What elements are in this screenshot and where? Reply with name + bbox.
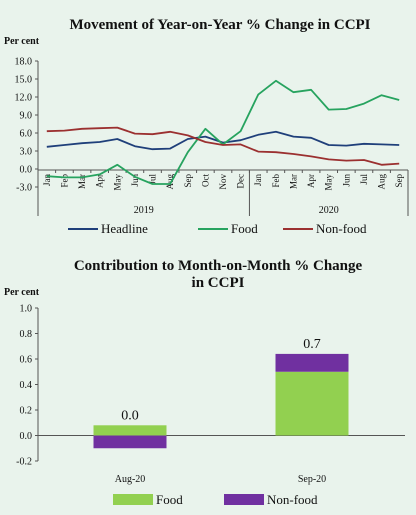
chart1-x-tick-label: Feb <box>59 174 69 188</box>
chart2-x-tick-label: Aug-20 <box>115 474 146 485</box>
chart1-year-labels: 2019 2020 <box>37 170 409 216</box>
chart2-y-ticks: 1.0 0.8 0.6 0.4 0.2 0.0 -0.2 <box>16 304 38 468</box>
chart2-legend-label: Non-food <box>267 492 318 507</box>
chart2-bars <box>93 353 349 449</box>
chart2-title-line1: Contribution to Month-on-Month % Change <box>74 258 363 274</box>
chart1-legend-label: Non-food <box>316 221 367 236</box>
chart1-x-tick-label: Aug <box>165 174 175 190</box>
chart2-y-tick-label: -0.2 <box>16 457 32 468</box>
chart1-x-tick-label: Apr <box>306 174 316 188</box>
chart2-total-label: 0.7 <box>303 337 321 352</box>
chart1-title: Movement of Year-on-Year % Change in CCP… <box>69 17 370 33</box>
chart1-y-tick-label: -3.0 <box>16 183 32 194</box>
chart1-x-tick-label: Feb <box>271 174 281 188</box>
chart2-y-tick-label: 0.8 <box>20 329 33 340</box>
chart2-bar-segment-non-food <box>275 353 349 372</box>
chart2-bar-segment-non-food <box>93 435 167 449</box>
chart1-y-tick-label: 3.0 <box>20 147 33 158</box>
chart1-y-tick-label: 9.0 <box>20 111 33 122</box>
chart1-x-tick-label: Jun <box>341 174 351 187</box>
chart2-y-tick-label: 0.0 <box>20 431 33 442</box>
chart2-y-axis-label: Per cent <box>4 287 40 298</box>
chart1-x-tick-label: Apr <box>95 174 105 188</box>
chart1-y-axis-label: Per cent <box>4 36 40 47</box>
chart1-x-tick-label: Aug <box>377 174 387 190</box>
chart1-series <box>46 79 400 185</box>
chart2-y-tick-label: 0.2 <box>20 406 33 417</box>
chart1-y-tick-label: 15.0 <box>15 75 33 86</box>
chart1-series-line-non-food <box>46 126 400 166</box>
chart2-axes <box>37 308 405 461</box>
chart2-y-tick-label: 1.0 <box>20 304 33 315</box>
chart2-bar-segment-food <box>93 425 167 436</box>
chart2-total-label: 0.0 <box>121 408 139 423</box>
chart1-x-tick-label: Nov <box>218 174 228 190</box>
chart1-y-tick-label: 0.0 <box>20 165 33 176</box>
chart1-y-tick-label: 12.0 <box>15 93 33 104</box>
chart2-legend: Food Non-food <box>113 492 318 507</box>
chart1-axes <box>37 61 408 187</box>
chart2-labels: 0.0 Aug-20 0.7 Sep-20 <box>115 337 326 485</box>
chart2-legend-swatch <box>224 494 264 505</box>
chart1-x-tick-label: May <box>324 174 334 191</box>
chart2-title-line2: in CCPI <box>192 275 245 291</box>
chart1-x-tick-label: Jul <box>359 174 369 185</box>
chart2-bar-segment-food <box>275 371 349 436</box>
chart1-legend-label: Headline <box>101 221 148 236</box>
chart1-y-tick-label: 6.0 <box>20 129 33 140</box>
chart1-x-tick-label: Sep <box>183 174 193 188</box>
chart1-x-tick-label: Jan <box>42 174 52 186</box>
chart1-legend: Headline Food Non-food <box>68 221 367 236</box>
chart1-year-label: 2019 <box>134 205 154 216</box>
chart2-legend-label: Food <box>156 492 183 507</box>
chart1-x-tick-label: Oct <box>200 174 210 187</box>
chart2-x-tick-label: Sep-20 <box>298 474 326 485</box>
chart1-x-tick-label: Mar <box>77 174 87 189</box>
chart1-legend-label: Food <box>231 221 258 236</box>
chart1-year-label: 2020 <box>319 205 339 216</box>
chart2-y-tick-label: 0.6 <box>20 355 33 366</box>
chart1-x-tick-label: Jan <box>253 174 263 186</box>
chart1-x-tick-label: May <box>112 174 122 191</box>
chart2-y-tick-label: 0.4 <box>20 380 33 391</box>
chart1-x-tick-label: Jul <box>148 174 158 185</box>
chart1-y-tick-label: 18.0 <box>15 57 33 68</box>
chart1-x-tick-label: Jun <box>130 174 140 187</box>
chart2-legend-swatch <box>113 494 153 505</box>
chart1-x-tick-label: Mar <box>288 174 298 189</box>
chart1-y-ticks: 18.0 15.0 12.0 9.0 6.0 3.0 0.0 -3.0 <box>15 57 38 194</box>
chart1-series-line-food <box>46 79 400 185</box>
chart1-x-tick-label: Dec <box>236 174 246 189</box>
chart1-x-ticks: Jan Feb Mar Apr May Jun Jul Aug Sep Oct Nov Dec Jan F… <box>37 170 409 191</box>
chart1-series-line-headline <box>46 130 400 151</box>
chart1-x-tick-label: Sep <box>394 174 404 188</box>
